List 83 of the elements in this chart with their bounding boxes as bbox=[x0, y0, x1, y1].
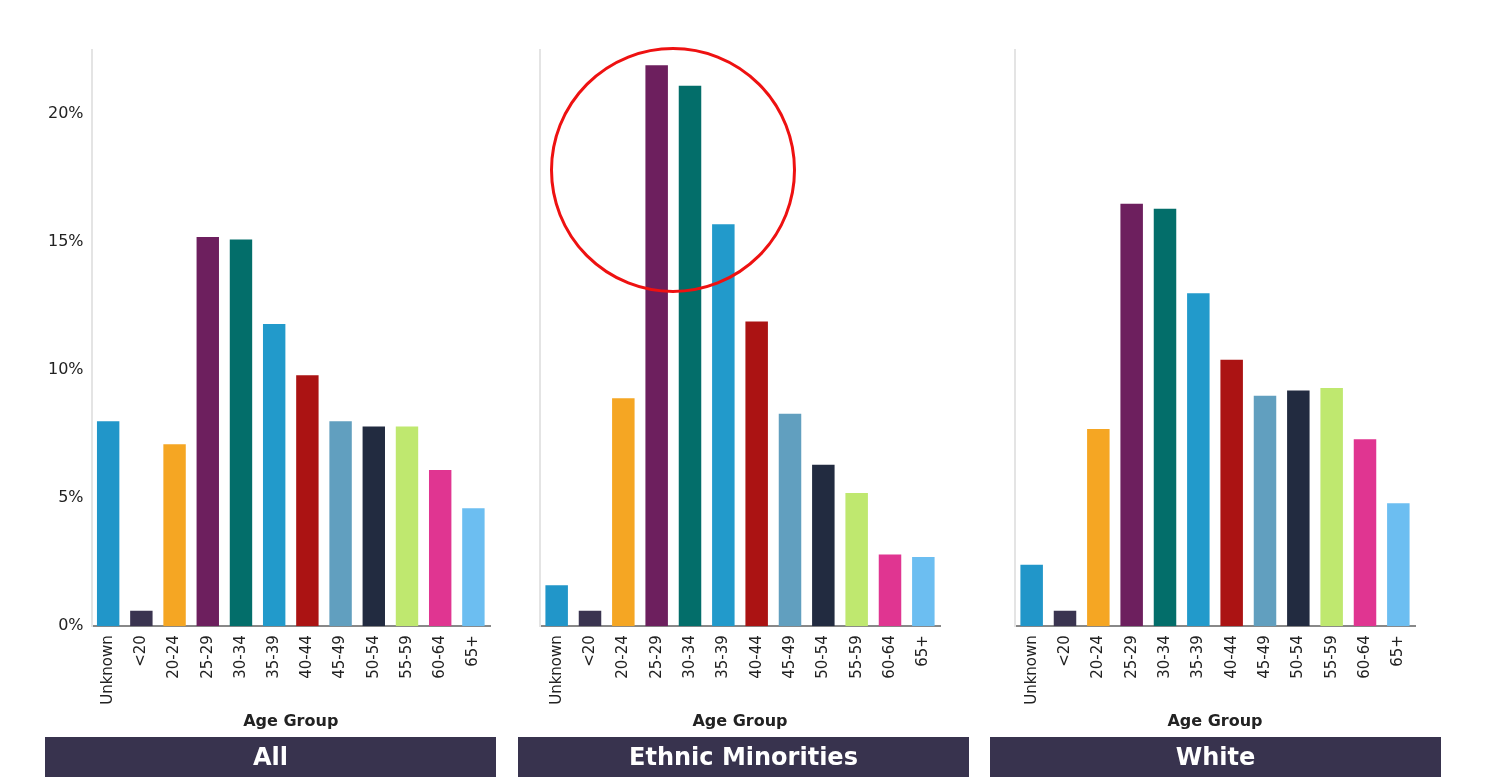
bar bbox=[878, 554, 902, 627]
x-axis-title: Age Group bbox=[692, 710, 788, 730]
bar bbox=[712, 224, 735, 627]
x-tick-label: 45-49 bbox=[330, 635, 349, 679]
bar bbox=[1053, 610, 1077, 627]
bar bbox=[1220, 359, 1243, 627]
y-tick-label: 5% bbox=[58, 487, 84, 507]
text: Ethnic Minorities bbox=[518, 737, 969, 777]
bar bbox=[745, 321, 768, 627]
x-tick-label: 65+ bbox=[463, 635, 482, 667]
bar bbox=[130, 610, 153, 627]
bar bbox=[1153, 208, 1177, 627]
bar bbox=[1353, 439, 1377, 627]
bar bbox=[362, 426, 385, 627]
x-tick-label: 40-44 bbox=[1221, 635, 1240, 679]
y-tick-label: 20% bbox=[48, 103, 84, 123]
bar bbox=[96, 421, 120, 627]
bar bbox=[163, 444, 186, 627]
bar bbox=[296, 375, 319, 627]
x-tick-label: 20-24 bbox=[613, 635, 632, 679]
bar bbox=[428, 469, 452, 627]
bar bbox=[578, 610, 602, 627]
x-tick-label: 60-64 bbox=[879, 635, 898, 679]
text: All bbox=[45, 737, 496, 777]
x-axis-title: Age Group bbox=[1167, 710, 1263, 730]
y-tick-label: 10% bbox=[48, 359, 84, 379]
x-tick-label: Unknown bbox=[1021, 635, 1040, 705]
x-tick-label: 55-59 bbox=[396, 635, 415, 679]
bar bbox=[462, 508, 485, 627]
bar bbox=[845, 493, 868, 627]
bar bbox=[1387, 503, 1410, 627]
x-tick-label: <20 bbox=[131, 635, 150, 667]
y-tick-label: 15% bbox=[48, 231, 84, 251]
x-tick-label: 20-24 bbox=[1088, 635, 1107, 679]
x-tick-label: 45-49 bbox=[1254, 635, 1273, 679]
x-tick-label: 30-34 bbox=[679, 635, 698, 679]
x-tick-label: 50-54 bbox=[1288, 635, 1307, 679]
x-tick-label: 20-24 bbox=[164, 635, 183, 679]
x-tick-label: 55-59 bbox=[1321, 635, 1340, 679]
y-tick-label: 0% bbox=[58, 615, 84, 635]
x-tick-label: <20 bbox=[579, 635, 598, 667]
bar bbox=[1087, 428, 1110, 627]
x-axis-title: Age Group bbox=[243, 710, 339, 730]
text: White bbox=[990, 737, 1441, 777]
bar bbox=[1287, 390, 1310, 627]
x-tick-label: Unknown bbox=[98, 635, 117, 705]
x-tick-label: 45-49 bbox=[779, 635, 798, 679]
x-tick-label: 25-29 bbox=[197, 635, 216, 679]
x-tick-label: 50-54 bbox=[363, 635, 382, 679]
x-tick-label: Unknown bbox=[546, 635, 565, 705]
bar bbox=[645, 65, 668, 627]
x-tick-label: 35-39 bbox=[713, 635, 732, 679]
bar bbox=[1120, 203, 1143, 627]
x-tick-label: 65+ bbox=[913, 635, 932, 667]
x-tick-label: 25-29 bbox=[646, 635, 665, 679]
x-tick-label: 50-54 bbox=[813, 635, 832, 679]
bar bbox=[1320, 388, 1343, 627]
bar bbox=[1253, 395, 1277, 627]
x-tick-label: 25-29 bbox=[1121, 635, 1140, 679]
bar bbox=[196, 236, 219, 627]
x-tick-label: 65+ bbox=[1388, 635, 1407, 667]
bar bbox=[229, 239, 253, 627]
x-tick-label: 40-44 bbox=[297, 635, 316, 679]
x-tick-label: 55-59 bbox=[846, 635, 865, 679]
bar bbox=[262, 324, 286, 627]
bar bbox=[912, 557, 935, 627]
bar bbox=[612, 398, 635, 627]
bar bbox=[778, 413, 802, 627]
x-tick-label: 35-39 bbox=[1188, 635, 1207, 679]
x-tick-label: 60-64 bbox=[430, 635, 449, 679]
bar bbox=[395, 426, 419, 627]
x-tick-label: 30-34 bbox=[230, 635, 249, 679]
bar bbox=[545, 585, 568, 627]
x-tick-label: <20 bbox=[1054, 635, 1073, 667]
bar bbox=[678, 85, 702, 627]
bar bbox=[1187, 293, 1210, 627]
x-tick-label: 40-44 bbox=[746, 635, 765, 679]
bar bbox=[1020, 564, 1043, 627]
x-tick-label: 30-34 bbox=[1154, 635, 1173, 679]
x-tick-label: 60-64 bbox=[1354, 635, 1373, 679]
bar bbox=[329, 421, 352, 627]
x-tick-label: 35-39 bbox=[264, 635, 283, 679]
bar bbox=[812, 464, 835, 627]
